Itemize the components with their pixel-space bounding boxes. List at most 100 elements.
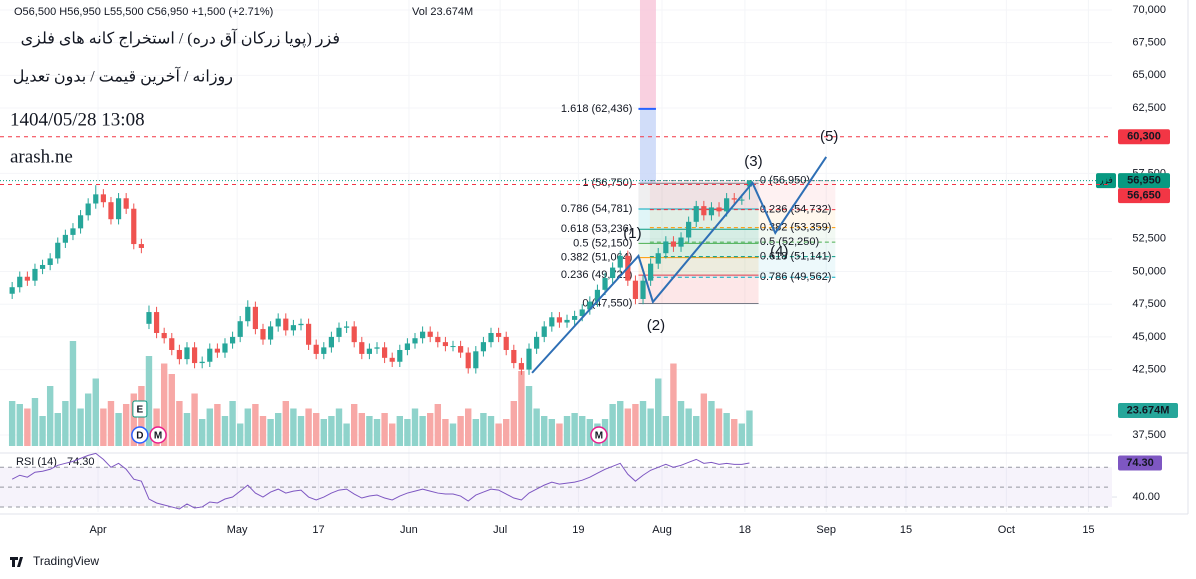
candle-body (359, 342, 365, 354)
volume-bar (655, 378, 662, 446)
volume-bar (389, 423, 396, 446)
candle-body (404, 343, 411, 350)
candle-body (655, 253, 661, 264)
volume-bar (31, 398, 39, 446)
candle-body (374, 347, 380, 349)
candle-body (222, 343, 228, 353)
y-tick-label: 65,000 (1132, 69, 1166, 81)
volume-bar (746, 410, 753, 446)
volume-bar (411, 408, 419, 446)
volume-bar (525, 386, 533, 446)
candle-body (328, 336, 334, 348)
candle-body (199, 361, 205, 364)
volume-bar (160, 363, 168, 446)
volume-bar (639, 401, 647, 446)
volume-bar (39, 416, 46, 446)
volume-bar (579, 416, 586, 446)
symbol-tag (1096, 173, 1116, 189)
candle-body (534, 336, 540, 349)
x-tick-label: May (227, 524, 248, 536)
y-tick-label: 42,500 (1132, 364, 1166, 376)
x-tick-label: 15 (1082, 524, 1094, 536)
fib-label: 0.786 (49,562) (760, 271, 832, 283)
candle-body (55, 242, 61, 259)
event-icon (149, 426, 167, 444)
y-tick-label: 67,500 (1132, 37, 1166, 49)
rsi-label: RSI (14) (16, 456, 57, 468)
fib-zone (638, 257, 759, 276)
candle-body (214, 348, 220, 353)
title: فزر (پویا زرکان آق دره) / استخراج کانه ه… (21, 28, 340, 48)
symbol-tag-label: فزر (1098, 175, 1113, 186)
candle-body (62, 234, 68, 243)
fib-label: 1.618 (62,436) (561, 103, 633, 115)
y-tick-label: 37,500 (1132, 429, 1166, 441)
x-tick-label: 18 (739, 524, 751, 536)
volume-bar (503, 419, 510, 446)
volume-bar (350, 404, 358, 446)
volume-bar (236, 423, 244, 446)
volume-bar (366, 416, 373, 446)
volume-bar (487, 416, 495, 446)
volume-bar (427, 413, 434, 446)
candle-body (245, 306, 251, 322)
price-badge (1118, 173, 1170, 189)
x-tick-label: 17 (312, 524, 324, 536)
volume-bar (100, 408, 107, 446)
volume-bar (358, 413, 365, 446)
volume-bar (198, 419, 206, 446)
candle-body (131, 208, 137, 245)
x-tick-label: Jun (400, 524, 418, 536)
rsi-value: 74.30 (67, 456, 95, 468)
candle-body (572, 315, 578, 320)
event-label: D (136, 431, 143, 442)
volume-bar (457, 416, 464, 446)
candle-body (207, 348, 213, 362)
volume-bar (715, 408, 723, 446)
elliott-wave (531, 156, 828, 374)
candle-body (382, 347, 388, 358)
volume-bar (624, 408, 632, 446)
volume-bar (617, 401, 624, 446)
candle-body (640, 280, 646, 299)
watermark: arash.ne (10, 146, 73, 167)
y-tick-label: 52,500 (1132, 233, 1166, 245)
candle-body (290, 325, 296, 331)
volume-bar (434, 404, 442, 446)
wave-label: (4) (770, 243, 788, 260)
candle-body (184, 347, 190, 360)
volume-bar (54, 413, 61, 446)
price-badge-label: 56,650 (1127, 190, 1161, 202)
wave-label: (5) (820, 128, 838, 145)
candle-body (458, 346, 464, 353)
candle-body (549, 317, 555, 327)
candle-body (412, 338, 418, 344)
fib-zone (638, 275, 759, 304)
candle-body (17, 276, 23, 288)
volume-bar (267, 419, 274, 446)
candle-body (427, 331, 433, 337)
brand: TradingView (10, 554, 99, 568)
volume-bar (320, 419, 327, 446)
volume-bar (214, 404, 221, 446)
y-tick-label: 47,500 (1132, 298, 1166, 310)
candle-body (724, 198, 730, 212)
fib-label: 0.382 (51,064) (561, 252, 633, 264)
candle-body (632, 280, 639, 299)
candle-body (663, 241, 669, 254)
volume-bar (700, 393, 708, 446)
volume-bar (229, 401, 236, 446)
price-badge (1118, 188, 1170, 204)
volume-bar (274, 413, 282, 446)
candle-body (9, 287, 15, 294)
volume-bar (472, 419, 480, 446)
volume-bar (670, 363, 677, 446)
volume-bar (723, 413, 730, 446)
volume-bar (168, 374, 175, 446)
event-label: M (595, 431, 603, 442)
fib-zone (649, 227, 836, 243)
y-tick-label: 70,000 (1132, 4, 1166, 16)
candle-body (123, 198, 129, 209)
x-tick-label: Sep (816, 524, 836, 536)
volume-bar (533, 408, 540, 446)
